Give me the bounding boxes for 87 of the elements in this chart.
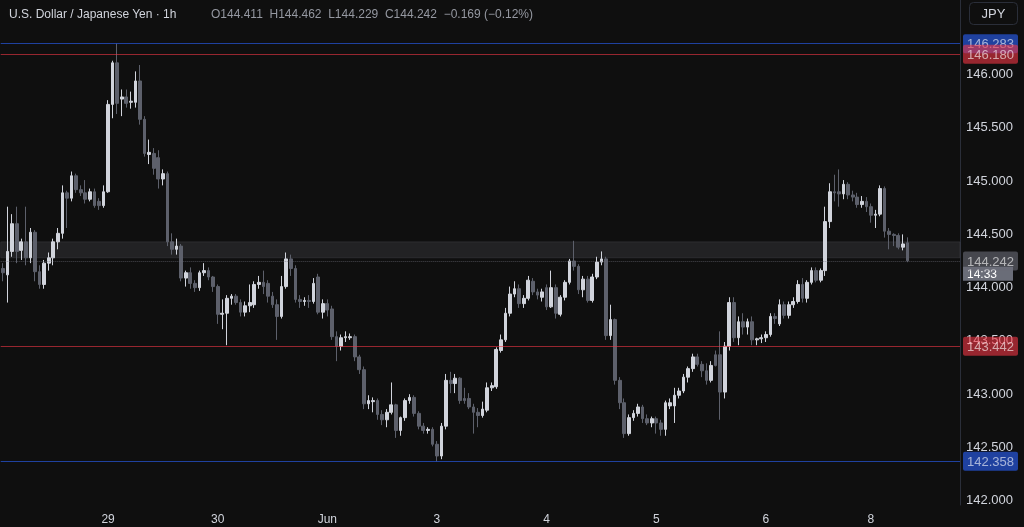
candlestick <box>549 270 553 309</box>
candlestick <box>179 243 183 282</box>
candlestick <box>604 256 608 341</box>
candlestick <box>449 371 453 394</box>
candlestick <box>837 168 841 208</box>
candlestick <box>124 88 128 109</box>
text: 14:33 <box>967 266 998 281</box>
x-tick-label: 5 <box>652 512 660 526</box>
candlestick <box>901 233 905 251</box>
candlestick <box>321 298 325 320</box>
candlestick <box>545 283 548 311</box>
candlestick <box>842 179 845 200</box>
candlestick <box>636 403 640 418</box>
candlestick <box>732 296 736 343</box>
candlestick <box>147 139 151 165</box>
candlestick <box>814 266 818 283</box>
candlestick <box>778 298 781 327</box>
candlestick <box>773 312 777 325</box>
x-tick-label: Jun <box>317 512 338 526</box>
candlestick <box>348 332 352 341</box>
candlestick <box>312 277 315 305</box>
candlestick <box>115 43 119 115</box>
y-tick-label: 146.000 <box>966 66 1013 82</box>
candlestick <box>184 270 188 288</box>
x-tick-label: 6 <box>762 512 770 526</box>
y-tick-label: 142.000 <box>966 492 1013 508</box>
candlestick <box>782 301 786 320</box>
candlestick <box>531 277 535 296</box>
candlestick <box>627 413 631 437</box>
candlestick <box>19 238 23 261</box>
candlestick <box>737 315 740 346</box>
y-tick-label: 145.500 <box>966 119 1013 135</box>
candlestick <box>175 238 178 256</box>
candlestick <box>787 301 791 320</box>
candlestick <box>746 318 749 336</box>
y-tick-label: 145.000 <box>966 172 1013 188</box>
ref-line-label: 142.358 <box>967 453 1014 469</box>
candlestick <box>24 206 28 266</box>
x-tick-label: 3 <box>433 512 441 526</box>
y-tick-label: 144.000 <box>966 279 1013 295</box>
candlestick <box>83 179 87 204</box>
candlestick <box>609 304 612 341</box>
candlestick <box>517 283 521 309</box>
x-tick-label: 8 <box>867 512 875 526</box>
candlestick <box>29 227 32 264</box>
candlestick <box>161 168 165 186</box>
candlestick <box>316 273 320 315</box>
candlestick <box>453 373 457 394</box>
candlestick <box>1 262 5 282</box>
candlestick <box>586 275 590 304</box>
candlestick <box>303 296 306 307</box>
candlestick <box>426 426 430 435</box>
x-tick-label: 4 <box>543 512 551 526</box>
candlestick <box>15 206 19 264</box>
y-tick-label: 143.000 <box>966 385 1013 401</box>
candlestick <box>70 171 73 202</box>
candlestick <box>88 188 92 202</box>
candlestick <box>371 396 375 413</box>
candlestick <box>896 232 900 250</box>
candlestick <box>120 88 124 117</box>
candlestick <box>307 294 311 309</box>
text: O144.411 H144.462 L144.229 C144.242 −0.169 (−0.12%) <box>211 7 534 21</box>
candlestick <box>860 195 864 209</box>
candlestick <box>339 334 343 352</box>
candlestick <box>750 315 754 346</box>
candlestick <box>581 275 585 298</box>
candlestick <box>709 360 713 383</box>
candlestick <box>755 337 759 346</box>
candlestick <box>741 312 745 336</box>
candlestick <box>540 288 544 303</box>
candlestick <box>718 330 722 421</box>
text: JPY <box>981 6 1006 21</box>
candlestick <box>554 283 558 320</box>
candlestick <box>394 403 398 439</box>
x-tick-label: 30 <box>211 512 225 526</box>
candlestick <box>458 376 462 405</box>
ref-line-label: 144.242 <box>967 253 1014 269</box>
text: U.S. Dollar / Japanese Yen · 1h <box>9 7 177 21</box>
candlestick <box>65 190 69 229</box>
candlestick <box>650 416 654 428</box>
candlestick <box>855 192 859 209</box>
candlestick <box>801 277 804 304</box>
y-tick-label: 144.500 <box>966 225 1013 241</box>
candlestick <box>906 236 909 263</box>
candlestick <box>156 149 160 190</box>
x-tick-label: 29 <box>101 512 116 526</box>
y-tick-label: 142.500 <box>966 438 1013 454</box>
